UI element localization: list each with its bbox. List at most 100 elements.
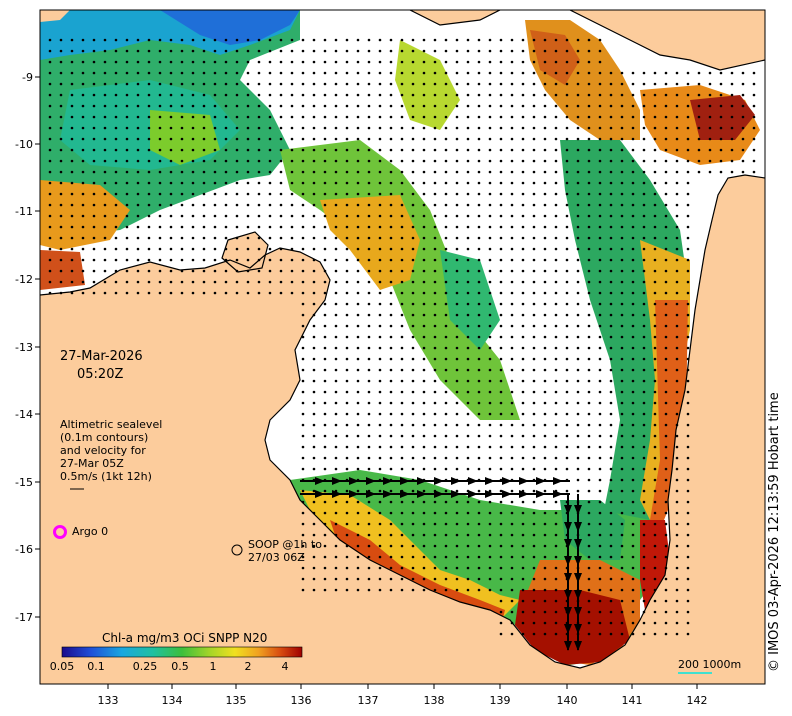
- velocity-dot: [444, 181, 448, 185]
- velocity-dot: [532, 324, 536, 328]
- velocity-dot: [169, 247, 173, 251]
- velocity-dot: [664, 236, 668, 240]
- velocity-dot: [323, 368, 327, 372]
- velocity-dot: [224, 104, 228, 108]
- velocity-dot: [543, 555, 547, 559]
- velocity-dot: [477, 346, 481, 350]
- velocity-dot: [191, 137, 195, 141]
- velocity-dot: [510, 346, 514, 350]
- velocity-dot: [246, 126, 250, 130]
- velocity-dot: [620, 379, 624, 383]
- velocity-dot: [400, 456, 404, 460]
- velocity-dot: [532, 577, 536, 581]
- velocity-dot: [400, 126, 404, 130]
- velocity-dot: [378, 49, 382, 53]
- velocity-dot: [202, 71, 206, 75]
- velocity-dot: [444, 93, 448, 97]
- velocity-dot: [356, 390, 360, 394]
- velocity-dot: [642, 170, 646, 174]
- velocity-dot: [444, 489, 448, 493]
- velocity-dot: [598, 214, 602, 218]
- velocity-dot: [422, 434, 426, 438]
- velocity-dot: [312, 170, 316, 174]
- velocity-dot: [565, 93, 569, 97]
- velocity-dot: [158, 93, 162, 97]
- velocity-dot: [510, 93, 514, 97]
- velocity-dot: [631, 93, 635, 97]
- velocity-dot: [620, 291, 624, 295]
- velocity-dot: [125, 82, 129, 86]
- velocity-dot: [367, 522, 371, 526]
- velocity-dot: [169, 82, 173, 86]
- velocity-dot: [48, 269, 52, 273]
- velocity-dot: [741, 115, 745, 119]
- velocity-dot: [180, 137, 184, 141]
- velocity-dot: [631, 544, 635, 548]
- velocity-dot: [686, 346, 690, 350]
- velocity-dot: [202, 148, 206, 152]
- velocity-dot: [169, 148, 173, 152]
- velocity-dot: [356, 412, 360, 416]
- velocity-dot: [345, 49, 349, 53]
- velocity-dot: [103, 71, 107, 75]
- velocity-dot: [81, 236, 85, 240]
- velocity-dot: [444, 280, 448, 284]
- velocity-dot: [334, 511, 338, 515]
- velocity-dot: [543, 379, 547, 383]
- velocity-dot: [323, 423, 327, 427]
- velocity-dot: [444, 401, 448, 405]
- velocity-dot: [290, 181, 294, 185]
- velocity-dot: [455, 456, 459, 460]
- velocity-dot: [675, 511, 679, 515]
- scale-label: 200 1000m: [678, 658, 742, 671]
- velocity-dot: [378, 148, 382, 152]
- soop-arrow-icon: [434, 490, 444, 498]
- velocity-dot: [323, 434, 327, 438]
- velocity-dot: [609, 445, 613, 449]
- velocity-dot: [587, 38, 591, 42]
- velocity-dot: [378, 577, 382, 581]
- velocity-dot: [653, 170, 657, 174]
- velocity-dot: [301, 170, 305, 174]
- velocity-dot: [356, 258, 360, 262]
- velocity-dot: [455, 104, 459, 108]
- velocity-dot: [499, 170, 503, 174]
- velocity-dot: [587, 104, 591, 108]
- velocity-dot: [422, 555, 426, 559]
- velocity-dot: [532, 555, 536, 559]
- velocity-dot: [576, 93, 580, 97]
- velocity-dot: [92, 71, 96, 75]
- velocity-dot: [620, 93, 624, 97]
- velocity-dot: [686, 335, 690, 339]
- velocity-dot: [576, 82, 580, 86]
- velocity-dot: [378, 137, 382, 141]
- velocity-dot: [510, 104, 514, 108]
- velocity-dot: [620, 368, 624, 372]
- velocity-dot: [367, 357, 371, 361]
- velocity-dot: [389, 82, 393, 86]
- velocity-dot: [312, 588, 316, 592]
- velocity-dot: [411, 423, 415, 427]
- velocity-dot: [400, 302, 404, 306]
- velocity-dot: [554, 390, 558, 394]
- velocity-dot: [279, 291, 283, 295]
- velocity-dot: [422, 489, 426, 493]
- velocity-dot: [653, 555, 657, 559]
- velocity-dot: [675, 181, 679, 185]
- velocity-dot: [587, 291, 591, 295]
- velocity-dot: [81, 82, 85, 86]
- velocity-dot: [466, 401, 470, 405]
- velocity-dot: [345, 148, 349, 152]
- velocity-dot: [576, 478, 580, 482]
- velocity-dot: [323, 566, 327, 570]
- velocity-dot: [477, 38, 481, 42]
- velocity-dot: [587, 269, 591, 273]
- velocity-dot: [59, 181, 63, 185]
- velocity-dot: [532, 423, 536, 427]
- velocity-dot: [675, 544, 679, 548]
- velocity-dot: [444, 170, 448, 174]
- velocity-dot: [334, 313, 338, 317]
- velocity-dot: [477, 170, 481, 174]
- velocity-dot: [466, 324, 470, 328]
- velocity-dot: [466, 247, 470, 251]
